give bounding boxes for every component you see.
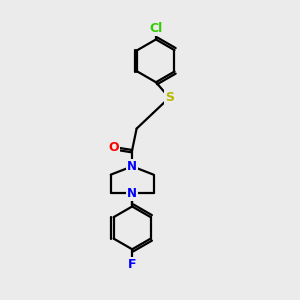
Text: O: O <box>108 140 119 154</box>
Text: N: N <box>127 187 137 200</box>
Text: Cl: Cl <box>149 22 163 34</box>
Text: S: S <box>165 91 174 104</box>
Text: N: N <box>127 160 137 173</box>
Text: F: F <box>128 258 136 271</box>
